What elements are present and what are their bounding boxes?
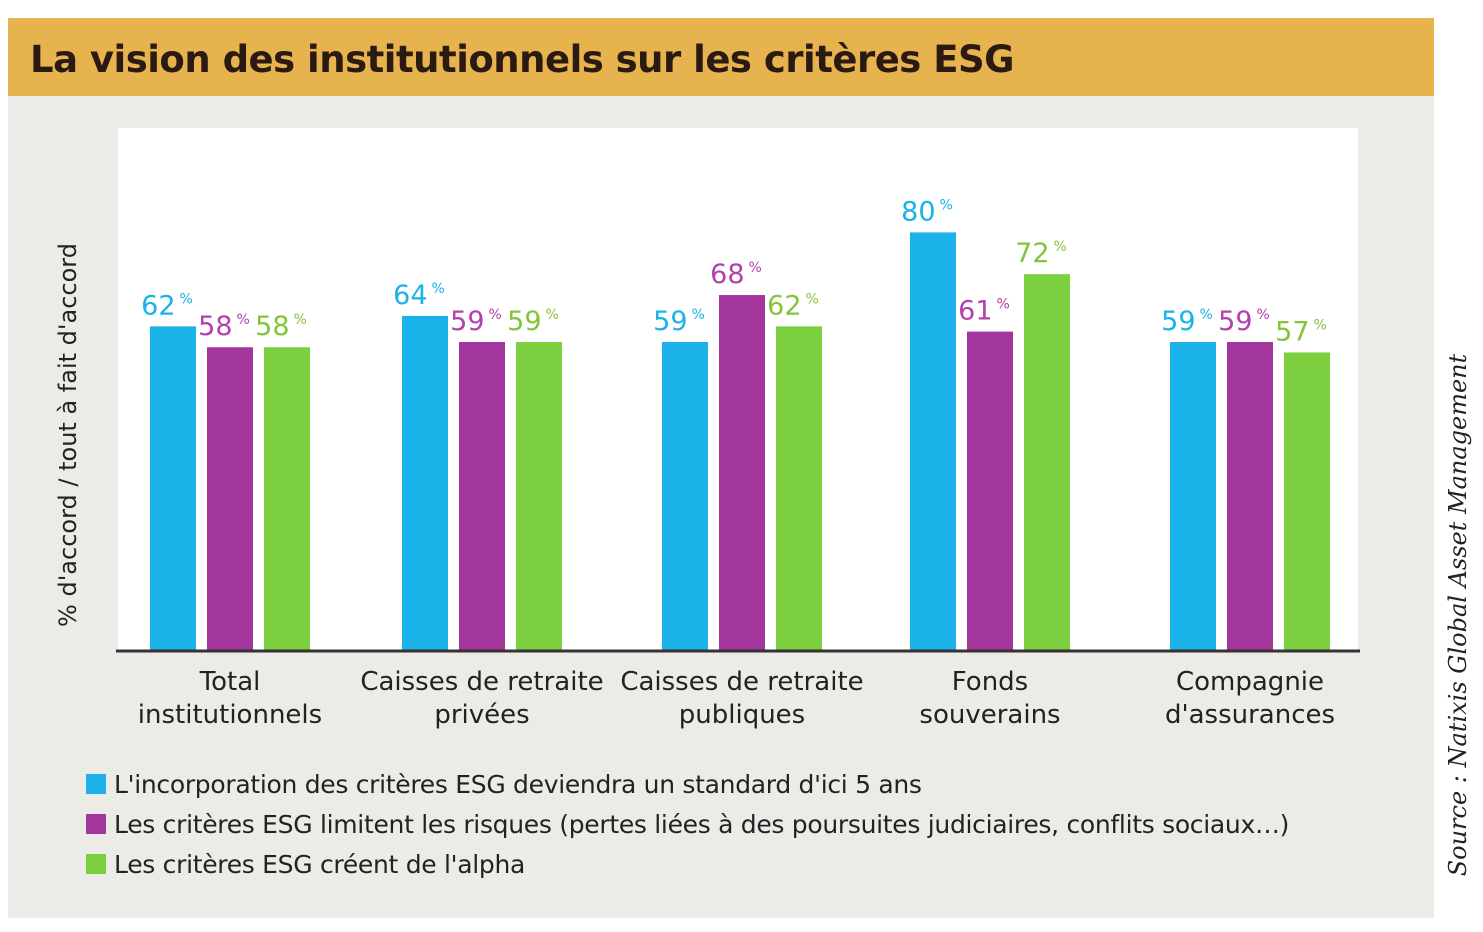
legend-swatch — [86, 814, 106, 834]
title-band — [8, 18, 1434, 96]
data-label: 68% — [710, 259, 762, 290]
x-tick-label: publiques — [679, 700, 805, 730]
bar — [1024, 274, 1070, 650]
bar — [459, 342, 505, 650]
chart-title: La vision des institutionnels sur les cr… — [30, 38, 1015, 81]
legend-label: Les critères ESG créent de l'alpha — [114, 849, 526, 879]
data-label: 58% — [198, 311, 250, 342]
x-tick-label: Compagnie — [1176, 667, 1324, 697]
data-label: 59% — [507, 306, 559, 337]
data-label: 58% — [255, 311, 307, 342]
bar — [719, 295, 765, 650]
x-tick-label: Fonds — [952, 667, 1028, 697]
x-tick-label: privées — [434, 700, 529, 730]
data-label: 59% — [450, 306, 502, 337]
legend-label: L'incorporation des critères ESG deviend… — [114, 769, 922, 799]
bar — [662, 342, 708, 650]
legend-item: Les critères ESG créent de l'alpha — [86, 844, 1289, 884]
data-label: 59% — [1161, 306, 1213, 337]
bar — [402, 315, 448, 650]
data-label: 59% — [1218, 306, 1270, 337]
bar — [516, 342, 562, 650]
data-label: 62% — [141, 290, 193, 321]
bar — [1170, 342, 1216, 650]
legend-swatch — [86, 854, 106, 874]
bar — [776, 326, 822, 650]
y-axis-label: % d'accord / tout à fait d'accord — [54, 243, 82, 627]
x-tick-label: Caisses de retraite — [620, 667, 863, 697]
bar — [967, 331, 1013, 650]
source-credit: Source : Natixis Global Asset Management — [1444, 353, 1472, 877]
data-label: 57% — [1275, 316, 1327, 347]
x-tick-label: souverains — [919, 700, 1060, 730]
x-tick-label: institutionnels — [138, 700, 322, 730]
legend-label: Les critères ESG limitent les risques (p… — [114, 809, 1290, 839]
bar — [1227, 342, 1273, 650]
x-tick-label: Caisses de retraite — [360, 667, 603, 697]
data-label: 59% — [653, 306, 705, 337]
bar — [150, 326, 196, 650]
data-label: 72% — [1015, 238, 1067, 269]
bar — [910, 232, 956, 650]
data-label: 61% — [958, 296, 1010, 327]
data-label: 62% — [767, 290, 819, 321]
legend-item: Les critères ESG limitent les risques (p… — [86, 804, 1289, 844]
bar — [207, 347, 253, 650]
legend-swatch — [86, 774, 106, 794]
x-tick-label: Total — [199, 667, 261, 697]
x-tick-label: d'assurances — [1165, 700, 1335, 730]
data-label: 64% — [393, 280, 445, 311]
bar — [264, 347, 310, 650]
legend-item: L'incorporation des critères ESG deviend… — [86, 764, 1289, 804]
bar — [1284, 352, 1330, 650]
legend: L'incorporation des critères ESG deviend… — [86, 764, 1289, 884]
data-label: 80% — [901, 196, 953, 227]
